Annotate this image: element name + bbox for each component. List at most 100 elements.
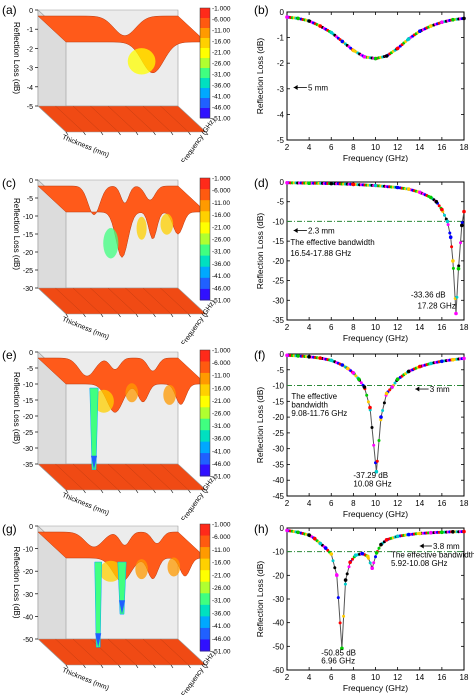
colorbar-tick-label: -11.00 bbox=[212, 200, 230, 207]
y-tick-label: -20 bbox=[272, 413, 284, 422]
z-axis-label: Reflection Loss (dB) bbox=[12, 546, 21, 618]
floor-edge-tick bbox=[65, 131, 69, 136]
data-point bbox=[429, 195, 433, 200]
colorbar-segment bbox=[200, 233, 210, 246]
z-tick-label: -30 bbox=[23, 446, 33, 453]
y-tick-label: -15 bbox=[272, 237, 284, 246]
data-point bbox=[418, 531, 422, 536]
annotation-bandwidth-range: 5.92-10.08 GHz bbox=[391, 559, 447, 568]
z-tick-label: -15 bbox=[23, 232, 33, 239]
colorbar-tick-label: -46.00 bbox=[212, 285, 231, 292]
data-point bbox=[351, 182, 356, 187]
x-axis-label: Frequency (GHz) bbox=[343, 509, 408, 519]
data-point bbox=[390, 385, 394, 389]
floor-edge-tick bbox=[100, 131, 104, 136]
data-point bbox=[296, 354, 300, 358]
floor-edge-tick bbox=[135, 131, 139, 136]
data-point bbox=[353, 553, 358, 557]
colorbar-tick-label: -36.00 bbox=[212, 610, 231, 617]
series-marker bbox=[460, 221, 464, 225]
y-tick-label: -35 bbox=[272, 316, 284, 325]
series-marker bbox=[333, 566, 337, 570]
data-point bbox=[462, 16, 466, 21]
surface-spike-tip bbox=[119, 600, 125, 615]
z-tick-label: -50 bbox=[23, 637, 33, 644]
colorbar-segment bbox=[200, 108, 210, 119]
colorbar-segment bbox=[200, 200, 210, 212]
colorbar-tick-label: -1.000 bbox=[212, 522, 231, 529]
colorbar-tick-label: -36.00 bbox=[212, 83, 231, 90]
data-point bbox=[451, 357, 455, 362]
data-point bbox=[351, 371, 356, 375]
x-tick-label: 16 bbox=[437, 673, 446, 682]
floor-grid bbox=[125, 105, 154, 133]
floor-grid bbox=[160, 287, 189, 315]
series-marker bbox=[331, 559, 335, 563]
z-tick-label: -5 bbox=[27, 366, 33, 373]
colorbar-tick-label: -46.00 bbox=[212, 461, 231, 468]
floor-grid bbox=[107, 638, 137, 666]
y-tick-label: -30 bbox=[272, 595, 284, 604]
x-tick-label: 6 bbox=[329, 323, 334, 332]
colorbar-segment bbox=[200, 581, 210, 594]
x-tick-label: 10 bbox=[371, 499, 380, 508]
floor-grid bbox=[72, 638, 102, 666]
series-marker bbox=[374, 555, 377, 559]
data-point bbox=[362, 55, 367, 59]
floor-edge-tick bbox=[135, 489, 139, 494]
colorbar-segment bbox=[200, 453, 210, 466]
x-tick-label: 18 bbox=[460, 143, 469, 152]
colorbar-frame bbox=[199, 349, 211, 477]
data-point bbox=[329, 552, 334, 556]
data-point bbox=[429, 24, 433, 28]
colorbar-tick-label: -46.00 bbox=[212, 105, 231, 112]
data-point bbox=[329, 181, 334, 186]
z-tick-label: -20 bbox=[23, 569, 33, 576]
z-tick-label: -20 bbox=[23, 250, 33, 257]
floor-edge-tick bbox=[205, 313, 209, 318]
series-marker bbox=[345, 572, 349, 576]
colorbar-segment bbox=[200, 189, 210, 201]
colorbar-segment bbox=[200, 288, 210, 301]
y-tick-label: -10 bbox=[272, 382, 284, 391]
colorbar-tick-label: -51.00 bbox=[212, 298, 231, 305]
data-point bbox=[395, 185, 400, 190]
y-tick-label: 0 bbox=[280, 524, 285, 533]
data-point bbox=[406, 532, 411, 537]
x-tick-label: 10 bbox=[371, 143, 380, 152]
x-tick-label: 18 bbox=[460, 499, 469, 508]
colorbar-segment bbox=[200, 604, 210, 617]
colorbar-tick-label: -6.000 bbox=[212, 17, 231, 24]
data-point bbox=[448, 235, 453, 239]
z-tick-label: -10 bbox=[23, 214, 33, 221]
y-tick-label: -60 bbox=[272, 666, 284, 675]
floor-edge-tick bbox=[118, 313, 121, 318]
panel-label-d: (d) bbox=[254, 176, 269, 190]
x-tick-label: 6 bbox=[329, 143, 334, 152]
floor-grid bbox=[90, 638, 119, 666]
annotation-min-freq: 6.96 GHz bbox=[321, 656, 355, 665]
colorbar-tick-label: -36.00 bbox=[212, 436, 231, 443]
colorbar-tick-label: -16.00 bbox=[212, 560, 231, 567]
colorbar-tick-label: -51.00 bbox=[212, 474, 231, 481]
data-point bbox=[418, 364, 422, 369]
data-point bbox=[346, 366, 350, 371]
floor-grid bbox=[125, 463, 154, 491]
z-tick-label: -30 bbox=[23, 286, 33, 293]
x-tick-label: 8 bbox=[351, 323, 356, 332]
data-point bbox=[384, 391, 389, 396]
data-point bbox=[395, 534, 400, 539]
y-axis-label: Reflection Loss (dB) bbox=[255, 561, 265, 638]
colorbar-tick-label: -41.00 bbox=[212, 448, 231, 455]
colorbar-segment bbox=[200, 616, 210, 629]
y-tick-label: -25 bbox=[272, 429, 284, 438]
series-marker bbox=[451, 266, 455, 270]
colorbar-tick-label: -1.000 bbox=[212, 176, 231, 183]
colorbar-tick-label: -16.00 bbox=[212, 39, 231, 46]
z-tick-label: -3 bbox=[27, 66, 33, 73]
y-tick-label: -40 bbox=[272, 619, 284, 628]
colorbar-segment bbox=[200, 68, 210, 79]
colorbar-segment bbox=[200, 639, 210, 652]
annotation-thickness: 3 mm bbox=[430, 385, 450, 394]
series-marker bbox=[388, 388, 392, 392]
